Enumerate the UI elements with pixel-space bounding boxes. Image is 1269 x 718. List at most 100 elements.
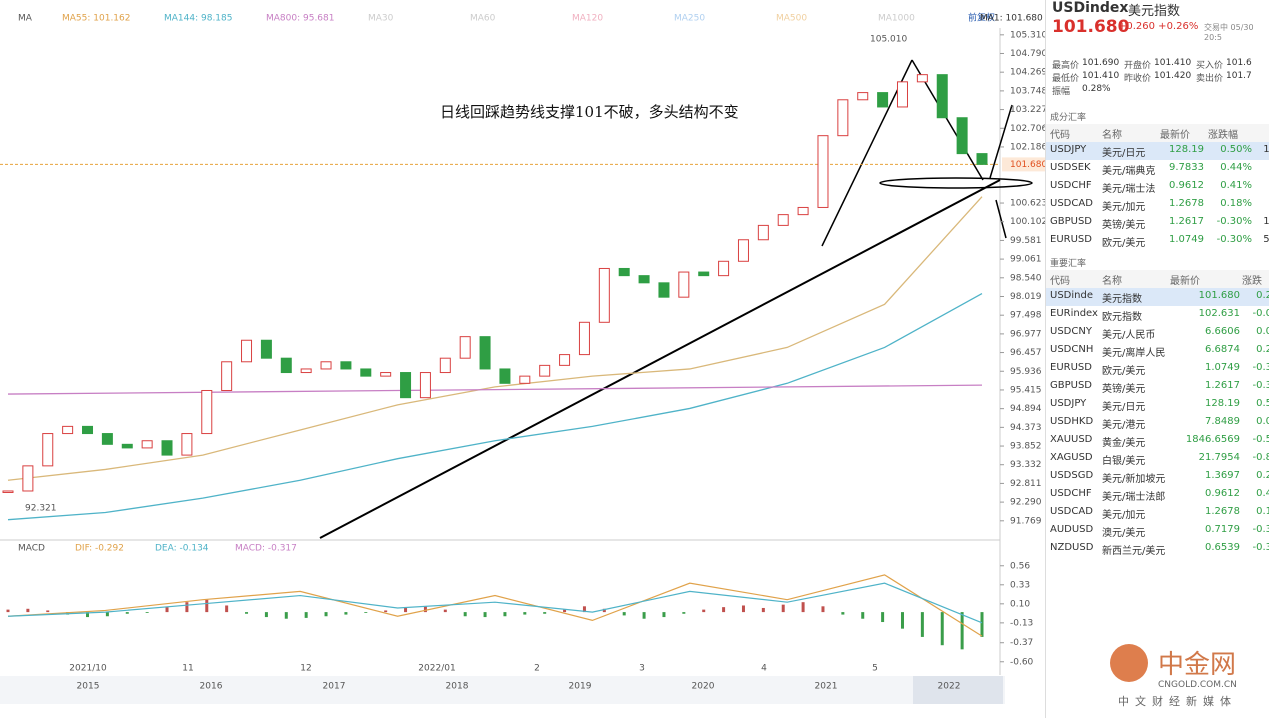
- table-row[interactable]: NZDUSD 新西兰元/美元 0.6539 -0.3: [1046, 540, 1269, 558]
- adjust-button[interactable]: 前复权: [968, 12, 995, 24]
- table-cell: USDCAD: [1050, 506, 1093, 517]
- table-cell: 欧元/美元: [1102, 238, 1146, 249]
- table-cell: USDCNY: [1050, 326, 1092, 337]
- quote-name: 美元指数: [1128, 4, 1181, 19]
- macd-bar: [463, 612, 467, 617]
- quote-code: USDindex: [1052, 0, 1129, 16]
- table-row[interactable]: GBPUSD 英镑/美元 1.2617 -0.3: [1046, 378, 1269, 396]
- table-row[interactable]: USDinde 美元指数 101.680 0.2: [1046, 288, 1269, 306]
- macd-bar: [324, 612, 328, 617]
- table-row[interactable]: USDSEK 美元/瑞典克 9.7833 0.44% 4: [1046, 160, 1269, 178]
- candle: [896, 81, 908, 108]
- y-tick-label: 103.227: [1010, 105, 1045, 115]
- table-cell: AUDUSD: [1050, 524, 1094, 535]
- macd-bar: [225, 605, 229, 613]
- macd-bar: [821, 606, 825, 613]
- candle: [817, 135, 829, 208]
- trend-line: [319, 179, 1001, 539]
- stat-value: 101.6: [1226, 58, 1252, 68]
- table-row[interactable]: USDCAD 美元/加元 1.2678 0.18% 9: [1046, 196, 1269, 214]
- stat-label: 卖出价: [1196, 74, 1224, 84]
- candle: [698, 271, 710, 277]
- table-row[interactable]: USDJPY 美元/日元 128.19 0.5: [1046, 396, 1269, 414]
- macd-bar: [563, 609, 567, 613]
- table-cell: 美元/加元: [1102, 510, 1146, 521]
- table-cell: 1.2678: [1205, 506, 1240, 517]
- stat-value: 101.7: [1226, 71, 1252, 81]
- table-row[interactable]: USDCAD 美元/加元 1.2678 0.1: [1046, 504, 1269, 522]
- macd-bar: [582, 606, 586, 613]
- x-tick-label: 2: [534, 664, 540, 674]
- table-cell: 0.0: [1256, 416, 1269, 427]
- timeline-bar: [0, 676, 1005, 704]
- macd-bar: [304, 612, 308, 618]
- table-row[interactable]: USDJPY 美元/日元 128.19 0.50% 13: [1046, 142, 1269, 160]
- macd-bar: [781, 604, 785, 613]
- timeline-label: 2017: [323, 682, 346, 692]
- table-row[interactable]: XAUUSD 黄金/美元 1846.6569 -0.5: [1046, 432, 1269, 450]
- table-row[interactable]: AUDUSD 澳元/美元 0.7179 -0.3: [1046, 522, 1269, 540]
- candle: [936, 74, 948, 119]
- table-cell: 9: [1256, 198, 1269, 209]
- table-cell: USDHKD: [1050, 416, 1094, 427]
- table-row[interactable]: USDCNH 美元/离岸人民币 6.6874 0.2: [1046, 342, 1269, 360]
- y-tick-label: 102.706: [1010, 124, 1045, 134]
- table-cell: 101.680: [1198, 290, 1240, 301]
- table-cell: EURUSD: [1050, 234, 1092, 245]
- candle: [857, 92, 869, 101]
- macd-bar: [483, 612, 487, 618]
- table-row[interactable]: USDCHF 美元/瑞士法 0.9612 0.41% 3: [1046, 178, 1269, 196]
- macd-label: DEA: -0.134: [155, 544, 209, 554]
- header-cell: 代码: [1050, 276, 1070, 287]
- current-price-tag: [1002, 157, 1045, 172]
- ma-item: MA1000: [878, 14, 915, 24]
- y-tick-label: 97.498: [1010, 311, 1042, 321]
- candle: [141, 440, 153, 449]
- macd-bar: [404, 607, 408, 613]
- macd-tick-label: 0.33: [1010, 580, 1030, 590]
- section-title: 重要汇率: [1050, 259, 1087, 269]
- macd-bar: [384, 610, 388, 613]
- candle: [837, 99, 849, 137]
- table-row[interactable]: USDSGD 美元/新加坡元 1.3697 0.2: [1046, 468, 1269, 486]
- candle: [777, 214, 789, 226]
- section-title: 成分汇率: [1050, 113, 1087, 123]
- table-cell: 美元/人民币: [1102, 330, 1156, 341]
- candle: [82, 425, 94, 435]
- table-cell: 澳元/美元: [1102, 528, 1146, 539]
- table-row[interactable]: USDCNY 美元/人民币 6.6606 0.0: [1046, 324, 1269, 342]
- candle: [956, 117, 968, 155]
- table-cell: 0.50%: [1220, 144, 1252, 155]
- table-row[interactable]: EURUSD 欧元/美元 1.0749 -0.3: [1046, 360, 1269, 378]
- table-row[interactable]: XAGUSD 白银/美元 21.7954 -0.8: [1046, 450, 1269, 468]
- macd-tick-label: 0.56: [1010, 561, 1030, 571]
- table-cell: USDSEK: [1050, 162, 1091, 173]
- table-row[interactable]: USDCHF 美元/瑞士法郎 0.9612 0.4: [1046, 486, 1269, 504]
- table-cell: 美元/加元: [1102, 202, 1146, 213]
- table-cell: 美元/日元: [1102, 402, 1146, 413]
- ma-line: [7, 293, 983, 521]
- table-cell: 1.3697: [1205, 470, 1240, 481]
- watermark: 中金网 CNGOLD.COM.CN 中文财经新媒体: [1110, 640, 1260, 712]
- y-tick-label: 92.290: [1010, 498, 1042, 508]
- macd-bar: [165, 607, 169, 613]
- table-cell: -0.8: [1252, 452, 1269, 463]
- candle: [638, 275, 650, 284]
- table-cell: 美元/瑞士法郎: [1102, 492, 1166, 503]
- table-row[interactable]: EURUSD 欧元/美元 1.0749 -0.30% 57: [1046, 232, 1269, 250]
- table-cell: -0.30%: [1216, 234, 1252, 245]
- candle: [916, 74, 928, 83]
- y-tick-label: 103.748: [1010, 86, 1045, 96]
- macd-bar: [980, 612, 984, 637]
- table-row[interactable]: EURindex 欧元指数 102.631 -0.0: [1046, 306, 1269, 324]
- header-cell: 涨跌幅: [1208, 130, 1238, 141]
- ma-item: MA500: [776, 14, 807, 24]
- stat-label: 买入价: [1196, 61, 1224, 71]
- x-tick-label: 2022/01: [418, 664, 455, 674]
- macd-bar: [761, 607, 765, 613]
- table-cell: 0.18%: [1220, 198, 1252, 209]
- table-row[interactable]: GBPUSD 英镑/美元 1.2617 -0.30% 11: [1046, 214, 1269, 232]
- macd-bar: [145, 612, 149, 613]
- table-row[interactable]: USDHKD 美元/港元 7.8489 0.0: [1046, 414, 1269, 432]
